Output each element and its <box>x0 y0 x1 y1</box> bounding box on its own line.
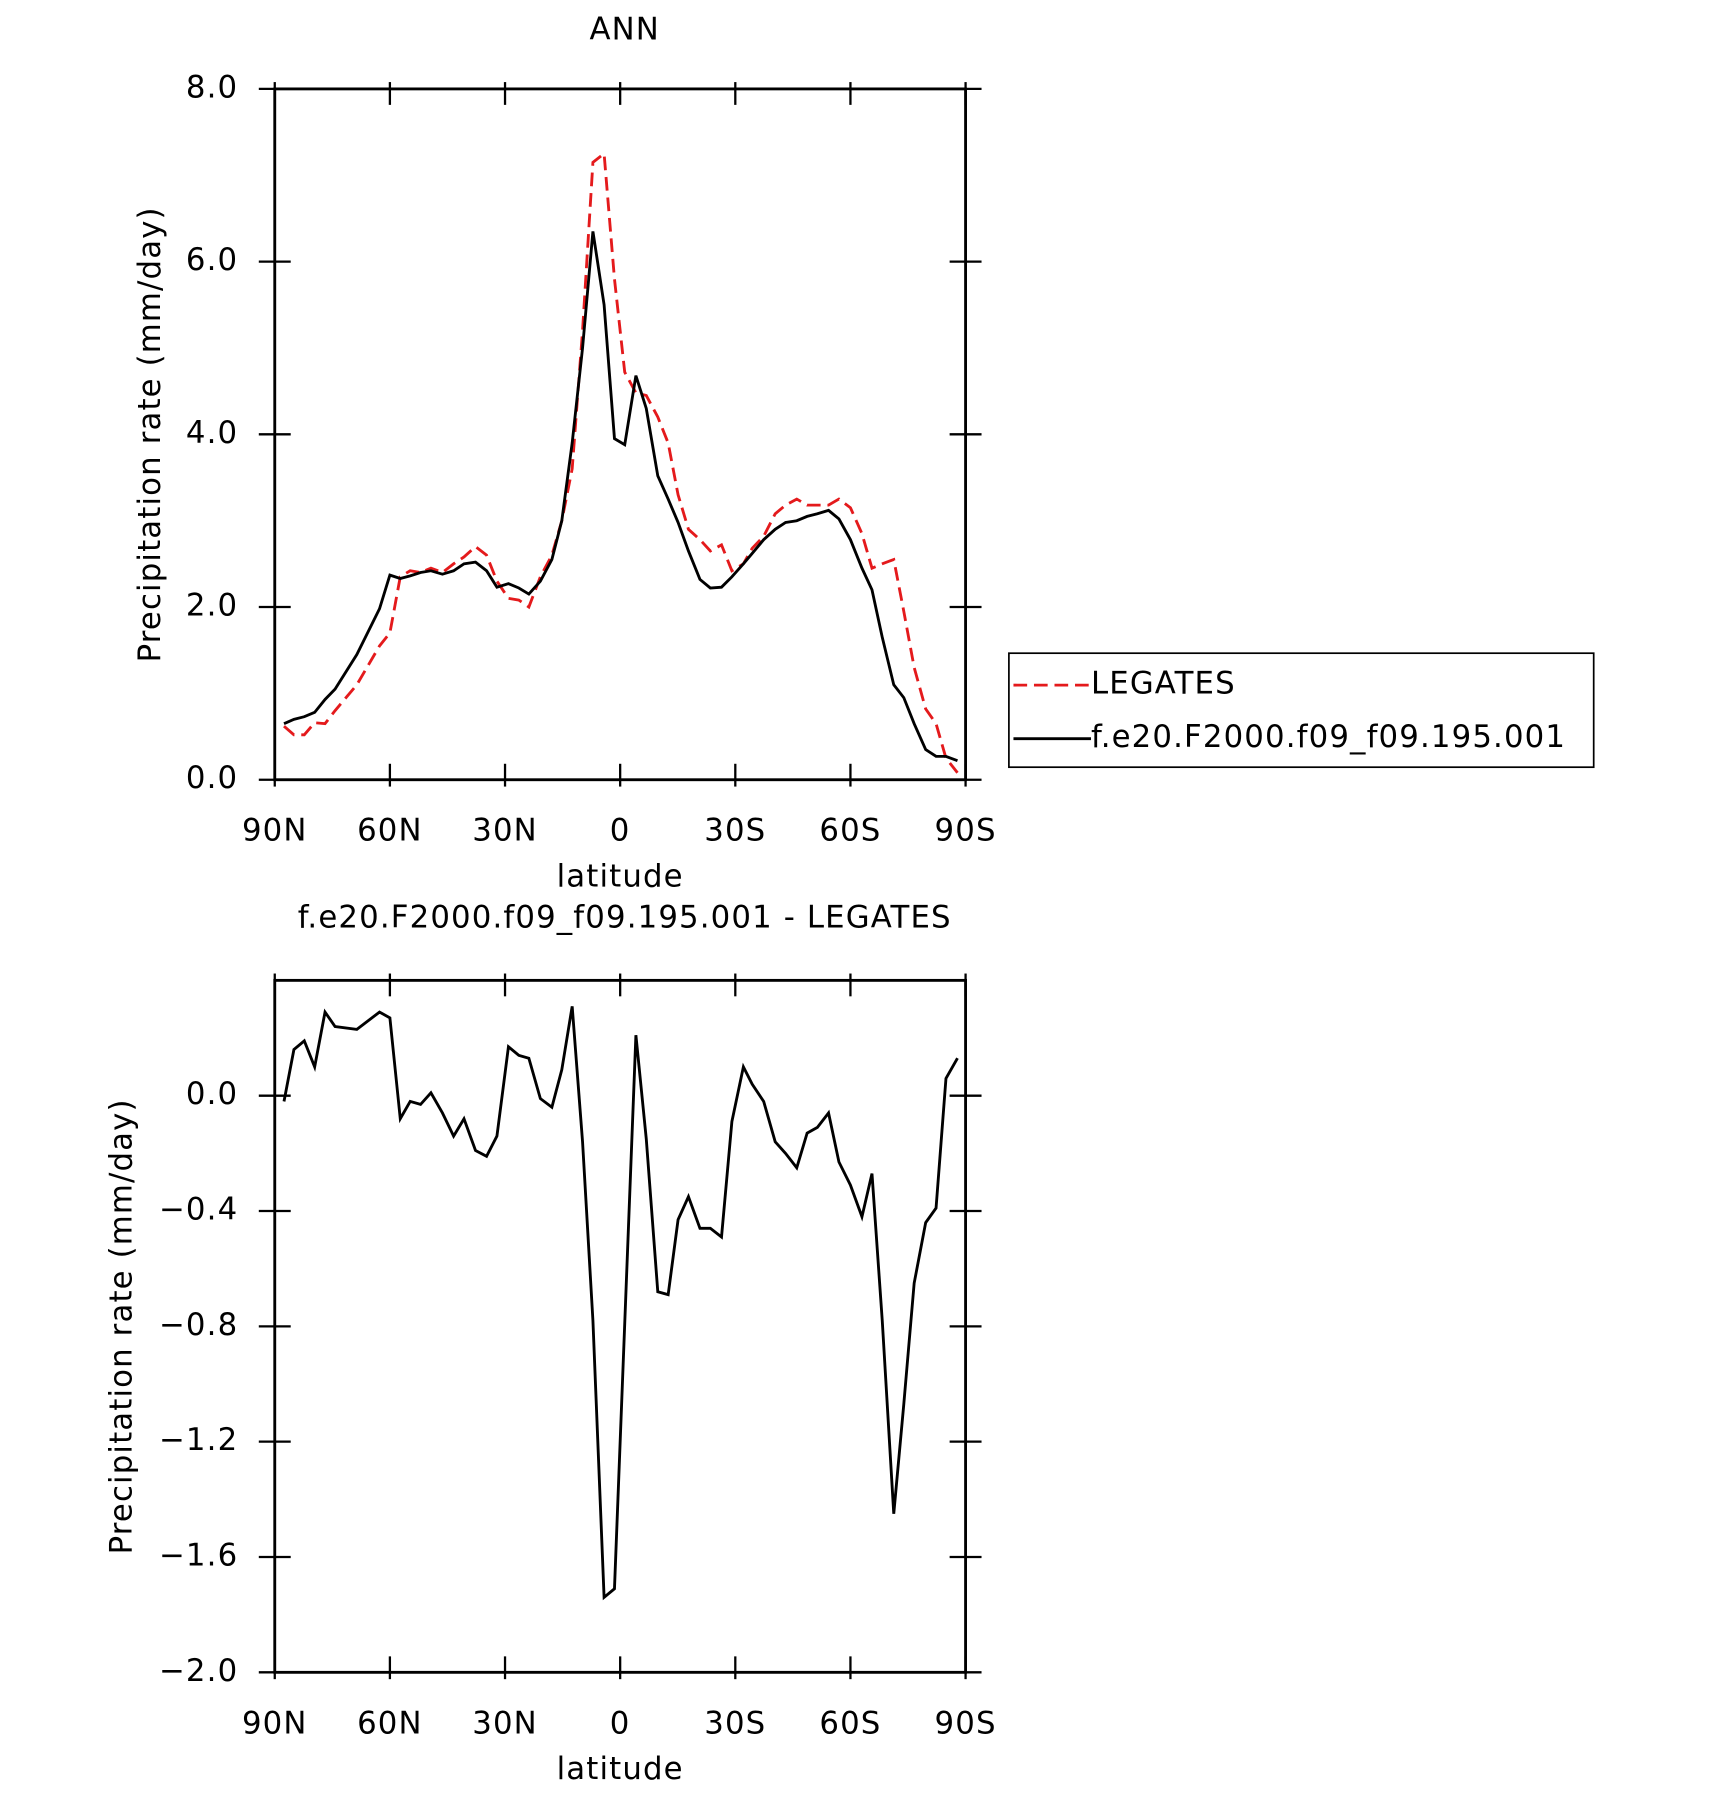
x-axis-label: latitude <box>557 1751 684 1787</box>
x-tick-label: 60S <box>819 1705 881 1741</box>
y-tick-label: 6.0 <box>186 242 238 278</box>
legend-box <box>1008 652 1595 769</box>
data-line <box>283 150 959 774</box>
x-tick-label: 30S <box>704 1705 766 1741</box>
x-axis-label: latitude <box>557 858 684 894</box>
x-tick-label: 90S <box>935 813 997 849</box>
x-tick-label: 60N <box>357 1705 423 1741</box>
data-line <box>282 1006 959 1601</box>
y-tick-label: −1.2 <box>159 1422 238 1458</box>
chart-title: f.e20.F2000.f09_f09.195.001 - LEGATES <box>298 899 952 935</box>
x-tick-label: 30N <box>472 1705 538 1741</box>
x-tick-label: 30S <box>704 813 766 849</box>
y-tick-label: 2.0 <box>186 588 238 624</box>
y-tick-label: 0.0 <box>186 760 238 796</box>
y-tick-label: −0.4 <box>159 1192 238 1228</box>
x-tick-label: 60N <box>357 813 423 849</box>
plot-frame <box>273 978 968 1674</box>
legend-label: f.e20.F2000.f09_f09.195.001 <box>1091 719 1566 755</box>
plot: ANN latitude Precipitation rate (mm/day) 90… <box>132 11 1595 894</box>
x-tick-label: 60S <box>819 813 881 849</box>
x-tick-label: 0 <box>610 813 631 849</box>
legend-label: LEGATES <box>1091 666 1236 702</box>
y-tick-label: −2.0 <box>159 1653 238 1689</box>
x-tick-label: 90N <box>242 1705 308 1741</box>
plot: f.e20.F2000.f09_f09.195.001 - LEGATES lat… <box>104 899 997 1787</box>
x-tick-label: 90S <box>935 1705 997 1741</box>
plot-frame <box>273 87 968 782</box>
x-tick-label: 30N <box>472 813 538 849</box>
y-axis-label: Precipitation rate (mm/day) <box>104 1098 140 1554</box>
y-tick-label: −0.8 <box>159 1307 238 1343</box>
y-tick-label: −1.6 <box>159 1537 238 1573</box>
data-line <box>283 231 958 763</box>
y-axis-label: Precipitation rate (mm/day) <box>132 206 168 662</box>
chart-title: ANN <box>589 11 660 47</box>
y-tick-label: 0.0 <box>186 1076 238 1112</box>
y-tick-label: 4.0 <box>186 415 238 451</box>
y-tick-label: 8.0 <box>186 69 238 105</box>
x-tick-label: 90N <box>242 813 308 849</box>
x-tick-label: 0 <box>610 1705 631 1741</box>
